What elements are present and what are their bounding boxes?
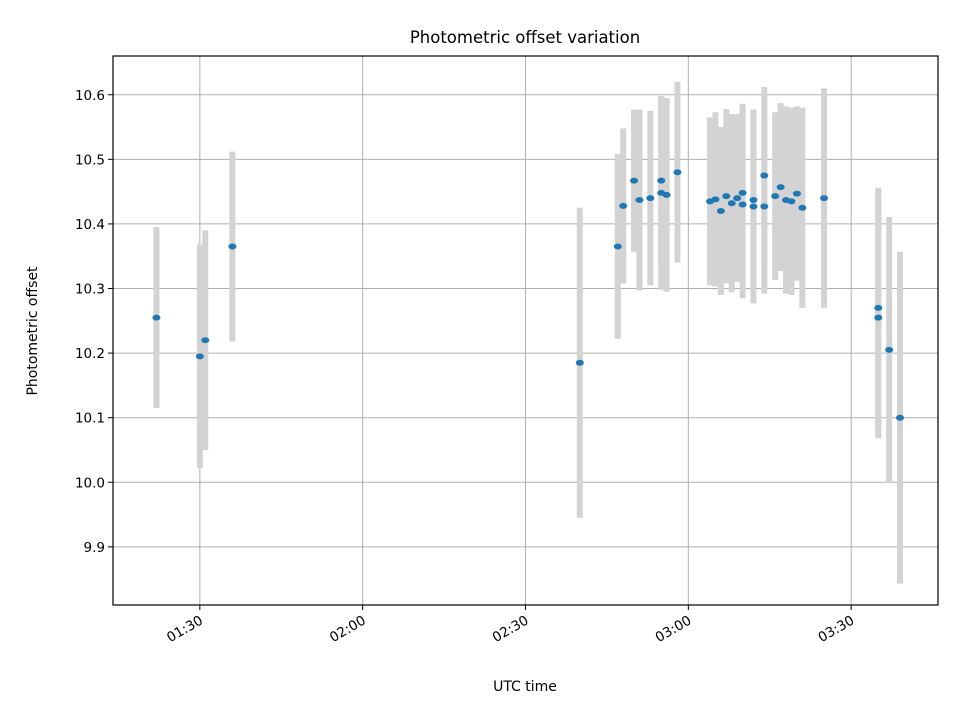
x-tick-label: 01:30	[164, 613, 206, 646]
data-point	[195, 353, 204, 360]
x-tick-label: 02:30	[490, 613, 532, 646]
errorbar-layer	[153, 81, 904, 584]
data-point	[760, 203, 769, 210]
y-tick-label: 10.3	[75, 282, 105, 298]
y-tick-label: 10.1	[75, 411, 105, 427]
data-point	[657, 177, 666, 184]
data-point	[749, 197, 758, 204]
data-point	[228, 243, 237, 250]
x-tick-label: 02:00	[327, 613, 369, 646]
y-tick-label: 10.0	[75, 475, 105, 491]
data-point	[727, 200, 736, 207]
y-tick-label: 10.2	[75, 346, 105, 362]
data-point	[635, 197, 644, 204]
x-tick-label: 03:00	[653, 613, 695, 646]
data-point	[152, 314, 161, 321]
data-point	[792, 190, 801, 197]
data-point	[874, 304, 883, 311]
data-point	[722, 193, 731, 200]
data-point	[619, 202, 628, 209]
data-point	[885, 346, 894, 353]
data-point	[798, 204, 807, 211]
data-point	[738, 189, 747, 196]
data-point	[630, 177, 639, 184]
data-point	[749, 203, 758, 210]
data-point	[575, 359, 584, 366]
data-point	[711, 196, 720, 203]
y-axis-label: Photometric offset	[25, 266, 41, 396]
chart-title: Photometric offset variation	[410, 28, 640, 47]
data-point	[874, 314, 883, 321]
y-tick-label: 10.6	[75, 88, 105, 104]
data-point	[201, 337, 210, 344]
x-tick-label: 03:30	[815, 613, 857, 646]
point-layer	[152, 169, 905, 421]
data-point	[896, 414, 905, 421]
x-axis-label: UTC time	[493, 679, 557, 695]
y-tick-label: 10.4	[75, 217, 105, 233]
data-point	[662, 191, 671, 198]
data-point	[760, 172, 769, 179]
data-point	[733, 195, 742, 202]
data-point	[646, 195, 655, 202]
data-point	[771, 193, 780, 200]
data-point	[716, 208, 725, 215]
y-tick-label: 9.9	[84, 540, 105, 556]
data-point	[613, 243, 622, 250]
data-point	[776, 184, 785, 191]
data-point	[787, 198, 796, 205]
y-tick-label: 10.5	[75, 152, 105, 168]
grid-layer	[113, 56, 938, 605]
data-point	[673, 169, 682, 176]
data-point	[820, 195, 829, 202]
data-point	[738, 201, 747, 208]
